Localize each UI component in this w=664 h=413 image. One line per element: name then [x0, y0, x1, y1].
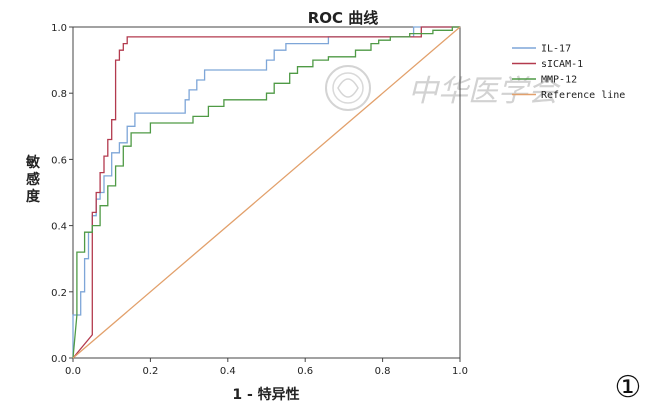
x-tick-label: 0.8 — [375, 366, 391, 377]
y-tick-label: 0.2 — [51, 288, 67, 299]
y-axis-label: 敏感度 — [25, 154, 41, 205]
legend-label-il-17: IL-17 — [541, 44, 571, 55]
legend-label-mmp-12: MMP-12 — [541, 75, 577, 86]
y-tick-label: 0.0 — [51, 354, 67, 365]
x-axis-ticks: 0.0 0.2 0.4 0.6 0.8 1.0 — [65, 358, 468, 377]
chart-title: ROC 曲线 — [308, 9, 379, 27]
watermark-text: 中华医学会 — [408, 74, 561, 109]
x-tick-label: 0.6 — [297, 366, 313, 377]
watermark-emblem-icon — [325, 65, 371, 111]
y-tick-label: 1.0 — [51, 23, 67, 34]
series-layer — [72, 26, 461, 359]
watermark: 中华医学会 — [325, 65, 561, 111]
series-line-mmp-12 — [72, 26, 460, 359]
legend: IL-17 sICAM-1 MMP-12 Reference line — [512, 44, 625, 101]
x-tick-label: 0.0 — [65, 366, 81, 377]
panel-label: ① — [615, 370, 642, 405]
y-tick-label: 0.6 — [51, 155, 67, 166]
series-line-reference-line — [72, 26, 461, 359]
x-axis-label: 1 - 特异性 — [232, 386, 299, 403]
y-axis-ticks: 0.0 0.2 0.4 0.6 0.8 1.0 — [51, 23, 73, 365]
x-tick-label: 1.0 — [452, 366, 468, 377]
plot-area — [72, 26, 461, 359]
x-tick-label: 0.2 — [142, 366, 158, 377]
x-tick-label: 0.4 — [220, 366, 236, 377]
y-tick-label: 0.8 — [51, 89, 67, 100]
legend-label-sicam-1: sICAM-1 — [541, 59, 583, 70]
series-line-sicam-1 — [72, 26, 460, 359]
plot-frame — [72, 26, 461, 359]
y-tick-label: 0.4 — [51, 222, 67, 233]
legend-label-reference-line: Reference line — [541, 90, 625, 101]
